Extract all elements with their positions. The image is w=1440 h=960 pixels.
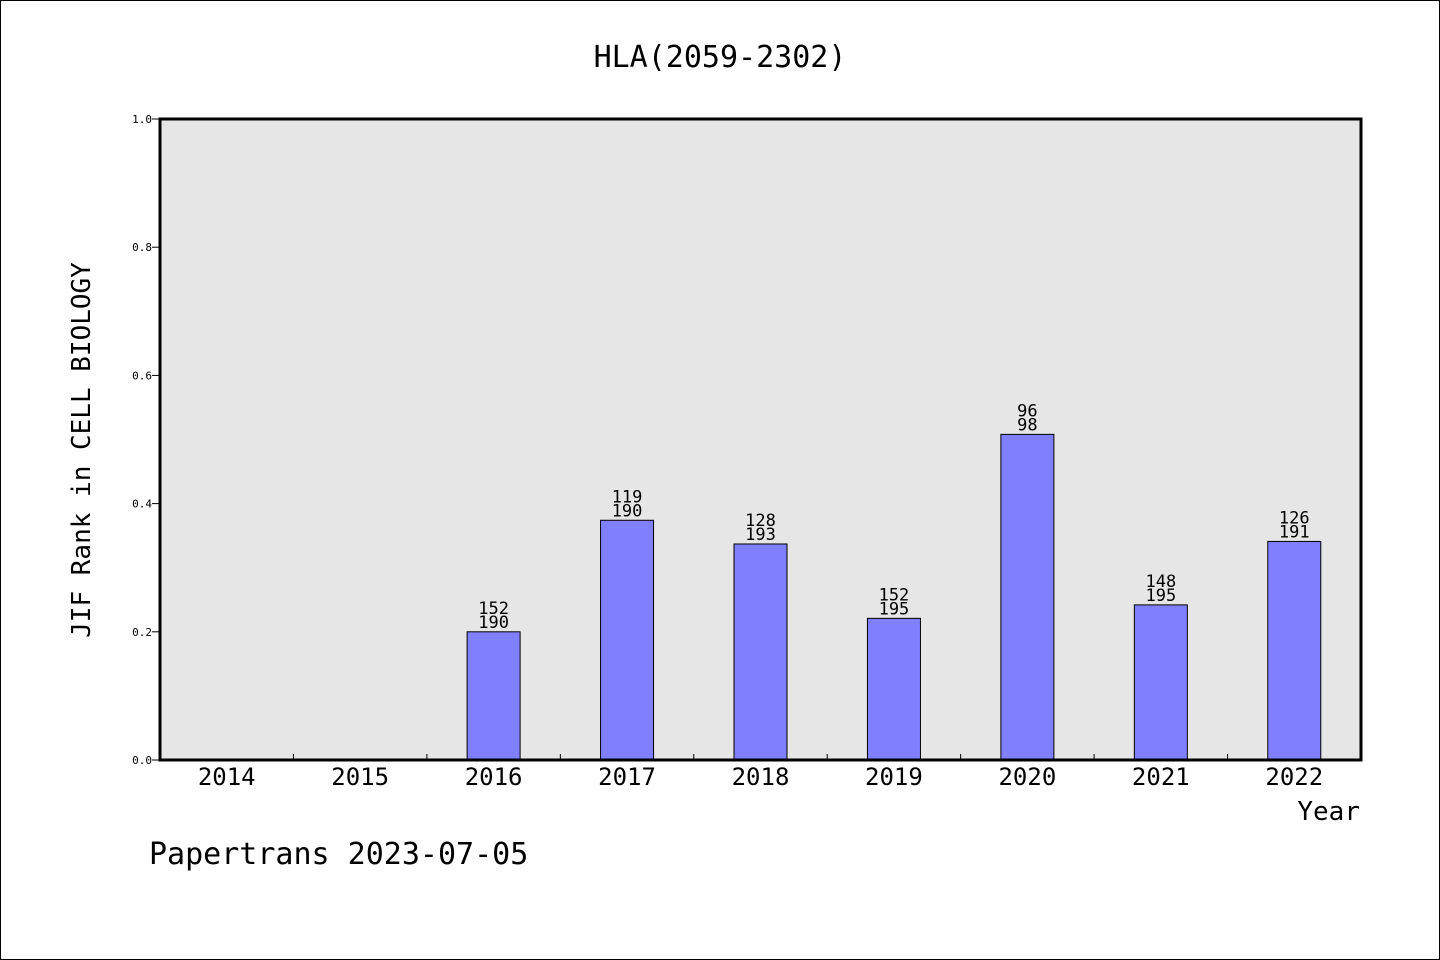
bar-label-bottom: 190: [478, 613, 509, 633]
bar: [733, 543, 788, 761]
bar-label-bottom: 195: [879, 599, 910, 619]
x-tick-label: 2019: [865, 763, 923, 791]
bar: [1000, 433, 1055, 761]
y-axis-label: JIF Rank in CELL BIOLOGY: [67, 262, 97, 638]
bar-label-bottom: 193: [745, 525, 776, 545]
x-tick-label: 2016: [465, 763, 523, 791]
y-tick-label: 0.6: [132, 369, 152, 382]
bar-label-top: 126: [1279, 508, 1310, 528]
bar-label-bottom: 195: [1145, 586, 1176, 606]
y-tick-label: 0.2: [132, 626, 152, 639]
bar-label-bottom: 191: [1279, 522, 1310, 542]
x-tick-label: 2018: [732, 763, 790, 791]
bar: [466, 631, 521, 761]
y-tick-label: 0.4: [132, 498, 152, 511]
y-tick-label: 0.8: [132, 241, 152, 254]
chart-title: HLA(2059-2302): [594, 40, 847, 75]
bar: [1267, 540, 1322, 761]
x-tick-label: 2015: [331, 763, 389, 791]
bar-label-top: 119: [612, 487, 643, 507]
bar-label-top: 148: [1145, 572, 1176, 592]
bar-label-bottom: 190: [612, 501, 643, 521]
x-tick-label: 2017: [598, 763, 656, 791]
bar: [1133, 604, 1188, 761]
bar-label-bottom: 98: [1017, 415, 1037, 435]
footer-text: Papertrans 2023-07-05: [149, 837, 528, 872]
bar: [600, 519, 655, 761]
y-tick-label: 0.0: [132, 754, 152, 767]
bar-label-top: 96: [1017, 401, 1037, 421]
y-tick-label: 1.0: [132, 113, 152, 126]
x-tick-label: 2020: [998, 763, 1056, 791]
bar-label-top: 152: [478, 599, 509, 619]
x-tick-label: 2014: [198, 763, 256, 791]
x-tick-label: 2021: [1132, 763, 1190, 791]
bar: [866, 617, 921, 761]
y-ticks-group: 0.0 0.2 0.4 0.6 0.8 1.0: [132, 113, 160, 767]
bar-label-top: 128: [745, 511, 776, 531]
x-tick-label: 2022: [1265, 763, 1323, 791]
x-ticks-group: 2014 2015 2016 2017 2018 2019 2020 2021 2022: [198, 754, 1323, 791]
bar-label-top: 152: [879, 585, 910, 605]
x-axis-label: Year: [1297, 797, 1360, 827]
plot-border: [158, 117, 1363, 762]
